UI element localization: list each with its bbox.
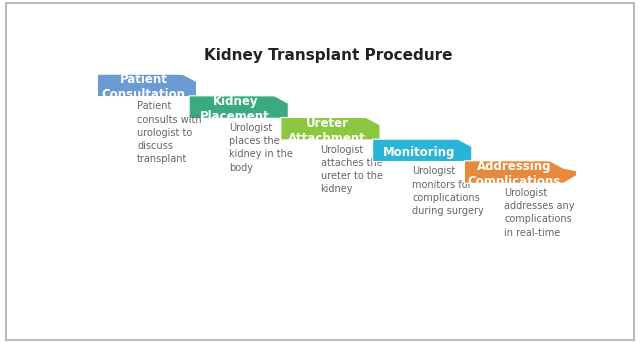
Text: Patient
Consultation: Patient Consultation [102, 73, 186, 101]
Text: Kidney Transplant Procedure: Kidney Transplant Procedure [204, 48, 452, 63]
Text: Urologist
attaches the
ureter to the
kidney: Urologist attaches the ureter to the kid… [321, 145, 383, 194]
Text: Urologist
addresses any
complications
in real-time: Urologist addresses any complications in… [504, 188, 575, 238]
Text: Urologist
places the
kidney in the
body: Urologist places the kidney in the body [229, 123, 292, 173]
Text: Kidney
Placement: Kidney Placement [200, 95, 270, 123]
Polygon shape [97, 74, 196, 97]
Polygon shape [465, 161, 582, 183]
Polygon shape [372, 139, 472, 162]
Text: Addressing
Complications: Addressing Complications [467, 160, 561, 188]
Text: Patient
consults with
urologist to
discuss
transplant: Patient consults with urologist to discu… [137, 102, 202, 164]
Polygon shape [189, 96, 289, 118]
Text: Ureter
Attachment: Ureter Attachment [288, 117, 366, 144]
Text: Urologist
monitors for
complications
during surgery: Urologist monitors for complications dur… [412, 166, 484, 216]
Polygon shape [281, 118, 380, 140]
Text: Monitoring: Monitoring [383, 146, 455, 159]
